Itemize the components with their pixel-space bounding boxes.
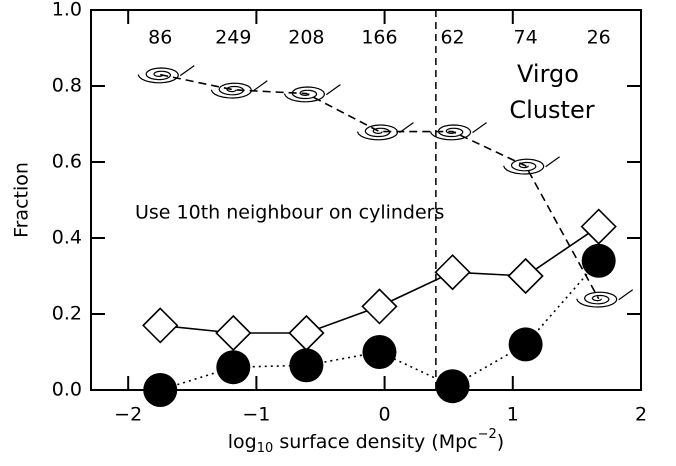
point [429, 122, 487, 141]
count-label: 74 [514, 27, 538, 49]
x-label-part: ) [497, 431, 504, 453]
point [581, 243, 616, 278]
point [503, 156, 560, 175]
x-tick-label: 1 [507, 404, 519, 426]
y-tick-label: 0.0 [52, 379, 82, 401]
point [143, 373, 178, 407]
point [288, 314, 325, 352]
point [576, 289, 634, 308]
x-tick-label: 2 [635, 404, 647, 426]
x-tick-label: −1 [242, 404, 270, 426]
count-label: 208 [288, 27, 324, 49]
y-tick-label: 0.6 [52, 151, 82, 173]
x-axis-label: log10 surface density (Mpc−2) [228, 427, 504, 456]
annotation: Use 10th neighbour on cylinders [135, 202, 444, 224]
point [289, 348, 324, 383]
point [142, 307, 179, 344]
x-label-sub: 10 [257, 441, 274, 456]
point [215, 314, 252, 352]
y-tick-label: 0.8 [52, 75, 82, 97]
count-label: 26 [587, 27, 611, 49]
x-label-part: surface density (Mpc [273, 431, 477, 453]
x-label-part: log [228, 431, 257, 453]
point [508, 327, 543, 362]
count-label: 166 [361, 27, 397, 49]
x-label-sup: −2 [478, 427, 497, 442]
point [362, 335, 397, 369]
point [580, 208, 617, 245]
point [216, 350, 251, 385]
point [361, 288, 398, 325]
y-tick-label: 0.4 [52, 227, 82, 249]
count-label: 86 [148, 27, 172, 49]
y-tick-label: 0.2 [52, 303, 82, 325]
point [137, 65, 195, 84]
count-label: 62 [440, 27, 464, 49]
plot-frame [90, 9, 642, 391]
y-axis-label: Fraction [11, 162, 33, 238]
x-tick-label: −2 [114, 404, 142, 426]
point [435, 369, 470, 404]
annotation: Cluster [509, 96, 594, 124]
point [507, 257, 544, 295]
point [210, 80, 268, 99]
point [283, 84, 341, 103]
series-line [160, 73, 600, 300]
count-label: 249 [215, 27, 251, 49]
annotation: Virgo [517, 60, 579, 88]
y-tick-label: 1.0 [52, 0, 82, 21]
point [356, 122, 414, 141]
point [434, 254, 471, 291]
x-tick-label: 0 [379, 404, 391, 426]
